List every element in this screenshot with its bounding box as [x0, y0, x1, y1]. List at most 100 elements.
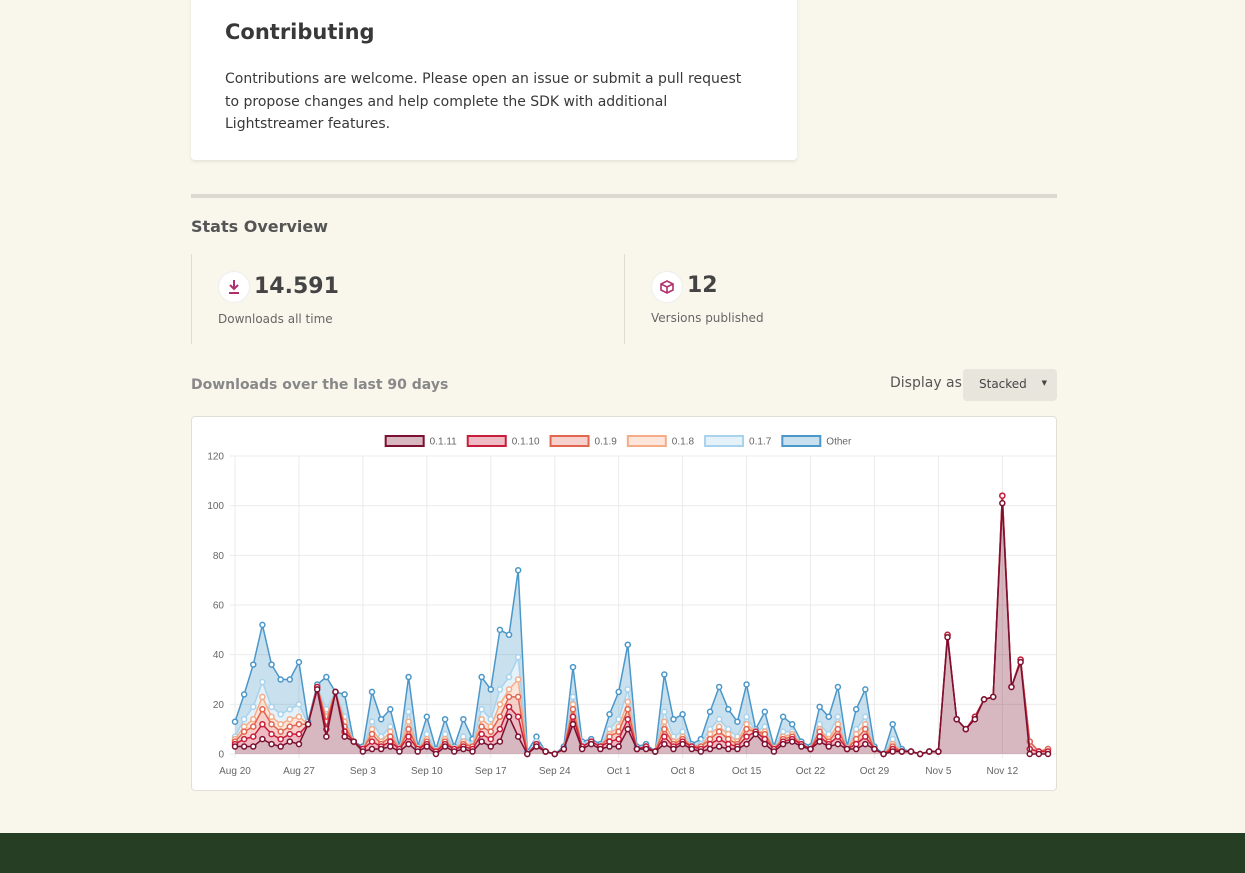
point	[788, 720, 796, 728]
point	[514, 693, 522, 701]
point	[569, 720, 577, 728]
point	[368, 738, 376, 745]
stat-label: Versions published	[651, 311, 764, 325]
x-tick-label: Aug 27	[283, 766, 315, 777]
x-tick-label: Sep 10	[411, 766, 443, 777]
point	[259, 621, 266, 629]
point	[313, 686, 321, 693]
point	[432, 750, 440, 758]
chart: 0 20 40 60 80 100 120 Aug 20 Aug 27 Sep 3 Sep 10 Se…	[207, 435, 1060, 777]
point	[268, 730, 275, 738]
stats-title: Stats Overview	[191, 217, 329, 236]
point	[825, 713, 833, 720]
point	[889, 720, 896, 728]
point	[240, 735, 248, 743]
point	[268, 703, 275, 711]
point	[240, 743, 248, 750]
point	[478, 738, 485, 745]
legend-item: 0.1.9	[549, 435, 617, 448]
point	[478, 723, 485, 730]
point	[569, 706, 577, 713]
point	[889, 748, 896, 755]
point	[862, 713, 869, 720]
point	[606, 743, 613, 750]
point	[560, 745, 568, 753]
point	[715, 715, 723, 723]
section-title: Contributing	[225, 20, 375, 44]
point	[734, 718, 741, 725]
point	[624, 641, 632, 648]
legend-swatch	[384, 435, 425, 447]
area	[235, 503, 1048, 754]
stat-value: 12	[687, 273, 718, 298]
point	[615, 688, 622, 696]
point	[295, 713, 303, 720]
legend-label: 0.1.10	[512, 437, 540, 448]
point	[250, 743, 257, 750]
point	[743, 733, 750, 740]
y-tick-label: 100	[207, 501, 224, 512]
legend-swatch	[626, 435, 667, 447]
point	[514, 653, 522, 661]
select-value: Stacked	[979, 377, 1027, 391]
point	[414, 748, 421, 755]
point	[295, 658, 303, 666]
point	[743, 713, 750, 720]
legend-item: 0.1.10	[466, 435, 540, 448]
point	[240, 691, 248, 698]
point	[1026, 750, 1033, 758]
x-tick-label: Sep 24	[539, 766, 571, 777]
point	[514, 566, 522, 574]
legend-swatch	[781, 435, 822, 447]
point	[268, 740, 275, 748]
point	[277, 743, 284, 750]
y-tick-label: 60	[213, 601, 225, 612]
point	[286, 715, 294, 723]
point	[259, 720, 266, 728]
point	[999, 492, 1006, 499]
point	[487, 686, 495, 693]
point	[569, 663, 577, 671]
point	[396, 748, 403, 755]
point	[1035, 750, 1043, 758]
point	[368, 718, 376, 725]
point	[368, 730, 376, 738]
point	[661, 671, 668, 678]
point	[834, 683, 842, 691]
point	[277, 728, 284, 735]
point	[670, 745, 677, 753]
point	[697, 748, 705, 755]
point	[286, 738, 294, 745]
point	[277, 711, 284, 718]
display-select[interactable]: Stacked ▼	[963, 369, 1057, 401]
point	[715, 728, 723, 735]
line	[234, 495, 1048, 756]
point	[259, 706, 266, 713]
point	[999, 499, 1006, 507]
point	[980, 696, 988, 703]
point	[843, 745, 851, 753]
point	[250, 723, 257, 730]
point	[478, 715, 485, 723]
point	[670, 715, 677, 723]
point	[505, 713, 513, 720]
point	[268, 661, 275, 668]
point	[679, 740, 686, 748]
legend-swatch	[549, 435, 590, 447]
point	[341, 691, 348, 698]
legend-item: 0.1.8	[626, 435, 694, 448]
point	[460, 715, 467, 723]
point	[286, 676, 294, 683]
point	[615, 728, 622, 735]
point	[743, 740, 750, 748]
point	[871, 745, 878, 753]
point	[569, 713, 577, 720]
point	[633, 745, 641, 753]
point	[834, 713, 842, 720]
point	[460, 745, 467, 753]
y-tick-label: 20	[213, 700, 225, 711]
point	[569, 693, 577, 701]
point	[661, 725, 668, 733]
point	[295, 701, 303, 708]
